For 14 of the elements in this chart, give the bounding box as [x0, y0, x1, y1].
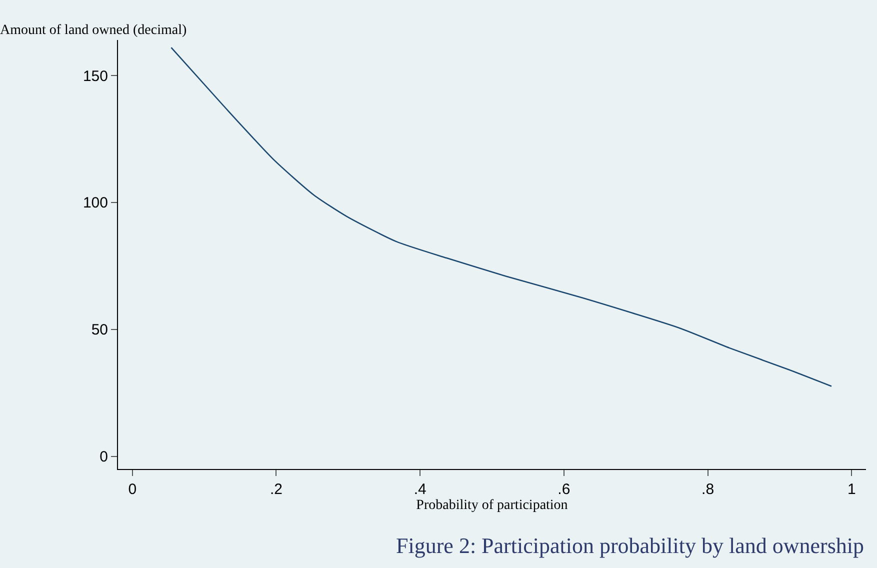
y-tick-label: 150 — [82, 68, 108, 85]
x-tick-label: 0 — [128, 481, 137, 498]
y-tick-label: 100 — [82, 194, 108, 212]
x-tick-label: .4 — [414, 481, 426, 498]
y-tick-label: 0 — [100, 448, 108, 466]
y-tick-label: 50 — [91, 322, 108, 339]
line-series — [170, 46, 832, 387]
x-tick-label: 1 — [847, 481, 856, 498]
x-tick-label: .6 — [558, 481, 570, 498]
x-tick-label: .2 — [270, 481, 282, 498]
y-axis-title: Amount of land owned (decimal) — [0, 23, 187, 38]
x-axis-title: Probability of participation — [416, 498, 568, 513]
text: Figure 2: Participation probability by land ownership — [396, 533, 864, 558]
x-tick-label: .8 — [702, 481, 714, 498]
